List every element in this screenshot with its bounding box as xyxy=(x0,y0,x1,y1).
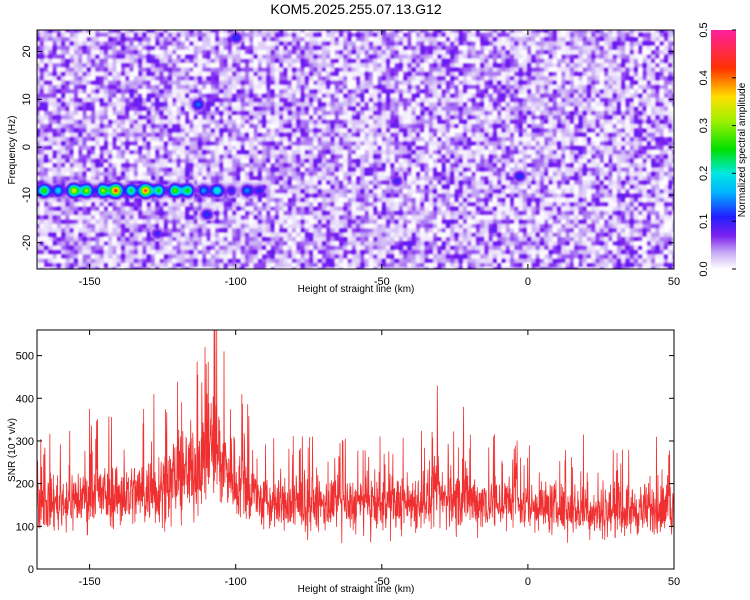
y-tick-label: 100 xyxy=(16,521,34,533)
snr-y-label: SNR (10 * v/v) xyxy=(7,418,18,482)
colorbar: 0.0 0.1 0.2 0.3 0.4 0.5 Normalized spectral a… xyxy=(698,22,748,276)
colorbar-gradient xyxy=(711,30,736,269)
y-tick-label: 10 xyxy=(21,93,33,105)
snr-panel: -150 -100 -50 0 50 0 100 200 300 400 500 Height o… xyxy=(7,329,680,595)
y-tick-label: 0 xyxy=(28,564,34,576)
heatmap-x-ticks: -150 -100 -50 0 50 xyxy=(79,30,680,288)
colorbar-ticks: 0.0 0.1 0.2 0.3 0.4 0.5 xyxy=(698,22,736,277)
x-tick-label: 50 xyxy=(668,576,680,588)
colorbar-label: Normalized spectral amplitude xyxy=(737,82,748,217)
y-tick-label: 300 xyxy=(16,436,34,448)
heatmap-y-ticks: -20 -10 0 10 20 xyxy=(21,45,674,251)
figure-title: KOM5.2025.255.07.13.G12 xyxy=(270,1,441,17)
heatmap-x-label: Height of straight line (km) xyxy=(298,284,415,295)
y-tick-label: 20 xyxy=(21,45,33,57)
x-tick-label: -50 xyxy=(374,576,390,588)
colorbar-tick-label: 0.5 xyxy=(698,22,710,37)
y-tick-label: 200 xyxy=(16,479,34,491)
y-tick-label: 0 xyxy=(21,144,33,150)
colorbar-tick-label: 0.2 xyxy=(698,166,710,181)
colorbar-tick-label: 0.1 xyxy=(698,214,710,229)
y-tick-label: 500 xyxy=(16,351,34,363)
x-tick-label: 0 xyxy=(525,276,531,288)
y-tick-label: -20 xyxy=(21,235,33,251)
y-tick-label: -10 xyxy=(21,187,33,203)
x-tick-label: -100 xyxy=(225,576,247,588)
snr-x-ticks: -150 -100 -50 0 50 xyxy=(79,330,680,588)
colorbar-tick-label: 0.0 xyxy=(698,261,710,276)
y-tick-label: 400 xyxy=(16,393,34,405)
x-tick-label: 50 xyxy=(668,276,680,288)
heatmap-image xyxy=(37,30,674,269)
x-tick-label: -150 xyxy=(79,576,101,588)
x-tick-label: -50 xyxy=(374,276,390,288)
colorbar-tick-label: 0.4 xyxy=(698,70,710,85)
x-tick-label: -100 xyxy=(225,276,247,288)
heatmap-y-label: Frequency (Hz) xyxy=(7,116,18,185)
snr-y-ticks: 0 100 200 300 400 500 xyxy=(16,351,674,576)
snr-series-line xyxy=(37,330,674,544)
snr-frame xyxy=(36,329,675,570)
snr-x-label: Height of straight line (km) xyxy=(298,584,415,595)
heatmap-frame xyxy=(36,29,675,270)
x-tick-label: -150 xyxy=(79,276,101,288)
x-tick-label: 0 xyxy=(525,576,531,588)
colorbar-tick-label: 0.3 xyxy=(698,118,710,133)
